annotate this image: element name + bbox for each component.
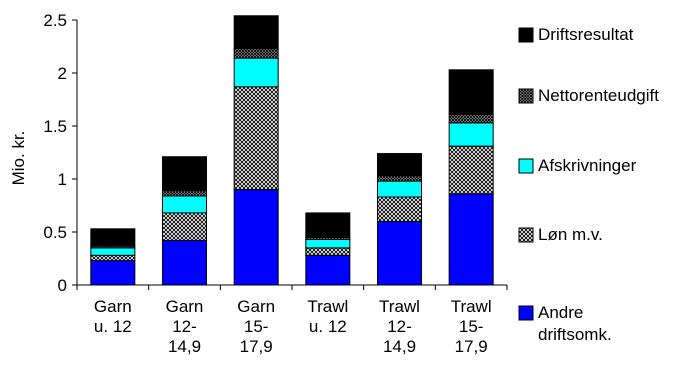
bar-segment-2-category-2 bbox=[162, 212, 207, 241]
bar-segment-5-category-4 bbox=[305, 212, 351, 238]
bar-segment-3-category-6 bbox=[448, 122, 494, 147]
bar-segment-2-category-3 bbox=[233, 86, 279, 191]
bar-segment-5-category-3 bbox=[233, 15, 279, 50]
y-tick-label: 0 bbox=[58, 276, 67, 295]
y-tick-label: 0.5 bbox=[43, 223, 67, 242]
bar-segment-3-category-4 bbox=[305, 238, 351, 249]
y-tick-label: 1.5 bbox=[43, 117, 67, 136]
bar-segment-1-category-3 bbox=[233, 189, 279, 286]
bar-segment-4-category-6 bbox=[448, 113, 494, 124]
x-tick-label: Garn 15-17,9 bbox=[237, 297, 275, 356]
y-axis-label: Mio. kr. bbox=[9, 131, 28, 186]
bar-segment-3-category-2 bbox=[162, 195, 207, 214]
bar-segment-3-category-3 bbox=[233, 57, 279, 88]
bar-segment-5-category-1 bbox=[90, 228, 136, 247]
bar-segment-3-category-5 bbox=[377, 180, 422, 198]
bar-segment-5-category-6 bbox=[448, 69, 494, 115]
bar-segment-2-category-4 bbox=[305, 247, 351, 256]
legend-swatch bbox=[518, 27, 534, 43]
legend-swatch bbox=[518, 305, 534, 321]
legend-swatch bbox=[518, 88, 534, 104]
legend-label: Afskrivninger bbox=[538, 156, 637, 175]
y-tick-label: 1 bbox=[58, 170, 67, 189]
x-tick-label: Trawl u. 12 bbox=[307, 297, 348, 336]
x-tick-label: Trawl 12-14,9 bbox=[379, 297, 420, 356]
bar-segment-2-category-6 bbox=[448, 145, 494, 195]
bar-segment-4-category-3 bbox=[233, 48, 279, 59]
bar-segment-1-category-5 bbox=[377, 220, 422, 286]
bar-segment-2-category-5 bbox=[377, 196, 422, 222]
bar-segment-5-category-2 bbox=[162, 156, 207, 192]
x-tick-label: Garn 12-14,9 bbox=[166, 297, 204, 356]
legend-swatch bbox=[518, 227, 534, 243]
bar-segment-4-category-5 bbox=[377, 175, 422, 182]
legend-label: Løn m.v. bbox=[538, 225, 603, 244]
legend: Driftsresultat Nettorenteudgift Afskrivnin… bbox=[518, 25, 659, 344]
bar-segment-1-category-1 bbox=[90, 260, 136, 286]
y-tick-label: 2 bbox=[58, 64, 67, 83]
bar-segment-5-category-5 bbox=[377, 153, 422, 177]
bar-segment-1-category-4 bbox=[305, 254, 351, 286]
bar-segment-1-category-6 bbox=[448, 193, 494, 286]
bar-segment-2-category-1 bbox=[90, 254, 136, 262]
bar-segment-4-category-2 bbox=[162, 190, 207, 197]
legend-label: Driftsresultat bbox=[538, 25, 634, 44]
bar-segment-3-category-1 bbox=[90, 247, 136, 256]
bar-segment-1-category-2 bbox=[162, 239, 207, 286]
x-tick-label: Garn u. 12 bbox=[94, 297, 132, 336]
legend-label: Nettorenteudgift bbox=[538, 86, 659, 105]
plot-area: 0 0.5 1 1.5 2 2.5 Garn u. 12 Garn 12-14,9 Garn 15-1… bbox=[43, 11, 508, 356]
y-tick-label: 2.5 bbox=[43, 11, 67, 30]
legend-label: Andre driftsomk. bbox=[538, 303, 612, 344]
x-tick-label: Trawl 15-17,9 bbox=[451, 297, 492, 356]
legend-swatch bbox=[518, 158, 534, 174]
